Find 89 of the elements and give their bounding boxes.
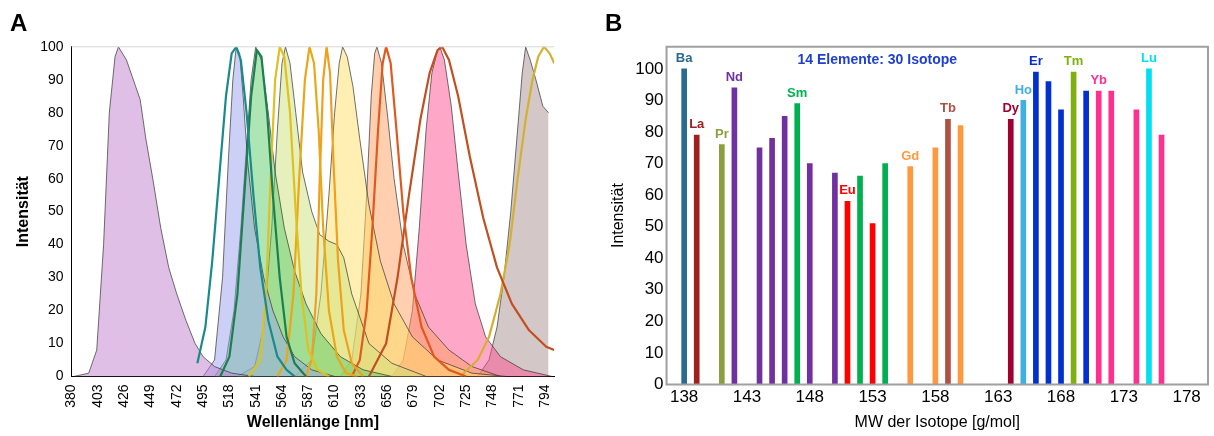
bar xyxy=(832,172,838,385)
x-tick-label: 610 xyxy=(325,384,342,408)
series-label: Tm xyxy=(1063,53,1084,69)
y-axis-title: Intensität xyxy=(609,182,627,249)
y-tick-label: 100 xyxy=(635,58,664,78)
y-axis-title: Intensität xyxy=(14,175,32,248)
x-tick-label: 495 xyxy=(193,384,210,408)
annotation: 14 Elemente: 30 Isotope xyxy=(797,50,958,67)
y-tick-label: 50 xyxy=(47,202,64,219)
x-tick-label: 153 xyxy=(858,387,887,407)
y-tick-label: 0 xyxy=(55,367,64,384)
y-tick-label: 60 xyxy=(47,169,64,186)
x-tick-label: 518 xyxy=(220,384,237,408)
x-tick-label: 426 xyxy=(115,384,132,408)
bar xyxy=(945,119,951,385)
y-tick-label: 70 xyxy=(47,136,64,153)
y-tick-label: 80 xyxy=(644,121,664,141)
x-tick-label: 148 xyxy=(795,387,824,407)
bar xyxy=(1033,71,1039,385)
bar xyxy=(769,137,775,385)
x-tick-label: 173 xyxy=(1109,387,1139,407)
chart-title: A xyxy=(10,9,28,37)
x-tick-label: 771 xyxy=(509,384,526,408)
x-tick-label: 143 xyxy=(732,387,762,407)
bar xyxy=(719,144,725,385)
series-label: Ba xyxy=(675,49,694,65)
bar xyxy=(1058,109,1064,385)
x-tick-label: 168 xyxy=(1046,387,1076,407)
y-tick-label: 40 xyxy=(47,235,64,252)
bar xyxy=(1083,90,1089,385)
bar xyxy=(907,166,914,385)
x-axis-title: MW der Isotope [g/mol] xyxy=(854,412,1020,430)
y-tick-label: 100 xyxy=(40,37,64,54)
y-tick-label: 50 xyxy=(644,216,664,236)
bar xyxy=(806,163,813,385)
x-tick-label: 541 xyxy=(246,384,263,408)
x-tick-label: 794 xyxy=(535,384,552,408)
x-tick-label: 138 xyxy=(669,387,699,407)
bar xyxy=(794,103,801,385)
series-label: Gd xyxy=(901,147,920,163)
series-label: Dy xyxy=(1002,100,1020,116)
series-label: Tb xyxy=(940,100,956,116)
x-tick-label: 679 xyxy=(404,384,421,408)
x-tick-label: 403 xyxy=(88,384,105,408)
y-tick-label: 30 xyxy=(644,279,664,299)
x-tick-label: 564 xyxy=(272,384,289,408)
x-tick-label: 702 xyxy=(430,384,447,408)
bar xyxy=(1007,119,1014,385)
bar xyxy=(882,163,888,385)
y-tick-label: 10 xyxy=(47,334,64,351)
series-label: Pr xyxy=(714,125,729,141)
x-tick-label: 587 xyxy=(299,384,316,408)
series-label: Lu xyxy=(1141,49,1157,65)
y-tick-label: 20 xyxy=(644,310,664,330)
bar xyxy=(681,68,687,385)
y-tick-label: 20 xyxy=(47,301,64,318)
x-tick-label: 748 xyxy=(483,384,500,408)
x-tick-label: 158 xyxy=(921,387,950,407)
x-tick-label: 725 xyxy=(457,384,474,408)
x-tick-label: 656 xyxy=(378,384,395,408)
series-label: Ho xyxy=(1014,81,1033,97)
chart-title: B xyxy=(605,9,623,37)
x-axis-title: Wellenlänge [nm] xyxy=(246,412,379,430)
x-tick-label: 163 xyxy=(984,387,1013,407)
bar xyxy=(1108,90,1115,385)
bar xyxy=(857,175,863,385)
y-tick-label: 10 xyxy=(644,342,664,362)
series-label: La xyxy=(689,116,706,132)
y-tick-label: 70 xyxy=(644,153,664,173)
y-tick-label: 30 xyxy=(47,268,64,285)
series-label: Er xyxy=(1029,53,1043,69)
y-tick-label: 60 xyxy=(644,184,664,204)
series-label: Nd xyxy=(725,68,744,84)
bar xyxy=(693,134,700,385)
bar xyxy=(1146,68,1152,385)
x-tick-label: 178 xyxy=(1172,387,1201,407)
x-tick-label: 472 xyxy=(167,384,184,408)
x-tick-label: 633 xyxy=(351,384,368,408)
y-tick-label: 0 xyxy=(654,374,664,394)
y-tick-label: 40 xyxy=(644,247,664,267)
y-tick-label: 90 xyxy=(644,90,664,110)
x-tick-label: 449 xyxy=(141,384,158,408)
series-label: Yb xyxy=(1090,72,1108,88)
bar xyxy=(1095,90,1102,385)
series-label: Eu xyxy=(839,182,856,198)
y-tick-label: 80 xyxy=(47,103,64,120)
x-tick-label: 380 xyxy=(62,384,79,408)
series-label: Sm xyxy=(787,84,808,100)
y-tick-label: 90 xyxy=(47,70,64,87)
